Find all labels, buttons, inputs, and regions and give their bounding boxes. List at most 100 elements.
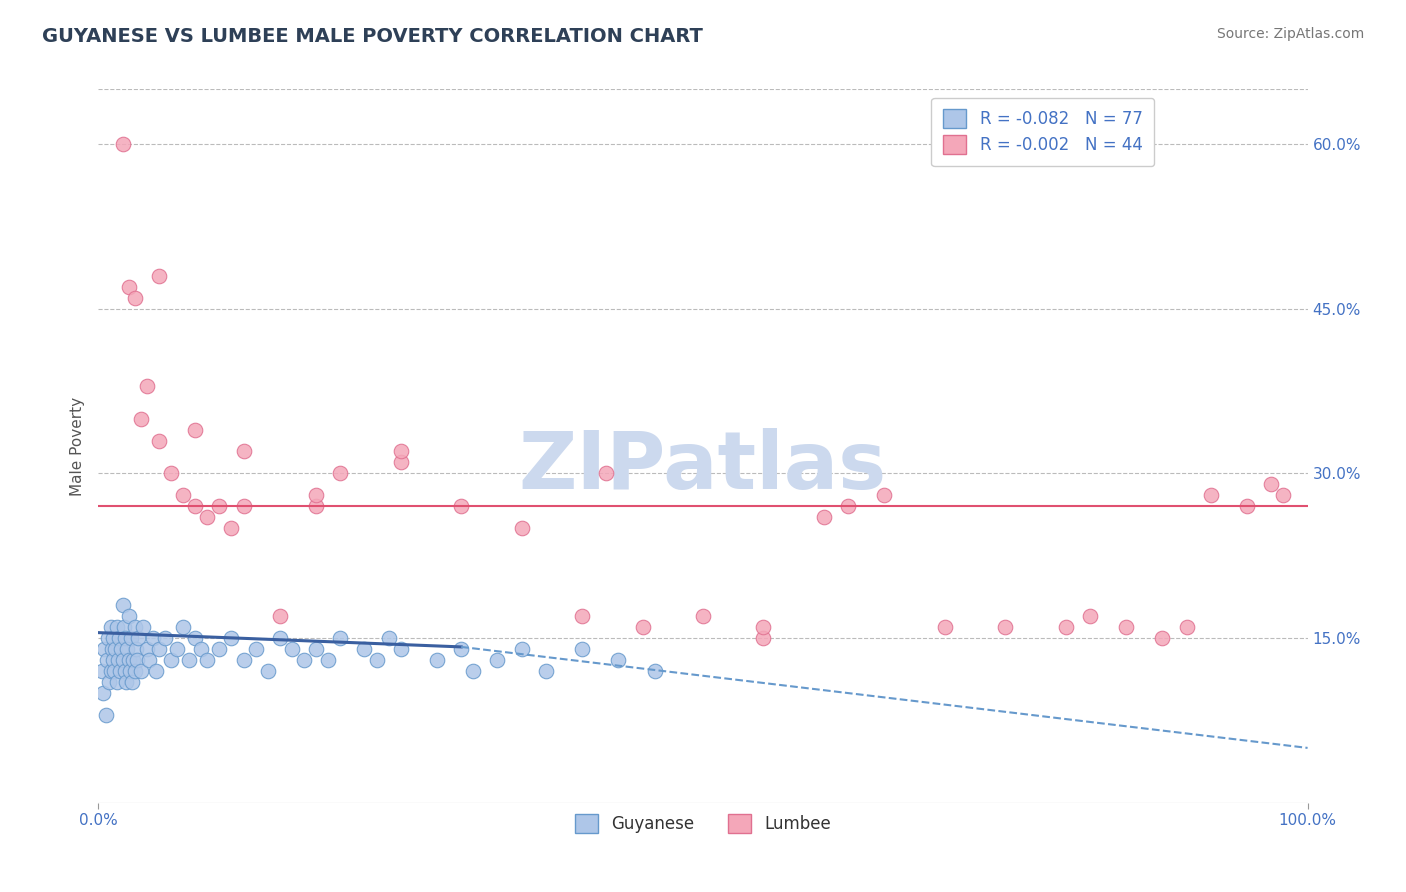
Point	[91, 686, 114, 700]
Point	[1152, 631, 1174, 645]
Point	[813, 510, 835, 524]
Point	[353, 642, 375, 657]
Point	[172, 488, 194, 502]
Point	[873, 488, 896, 502]
Point	[108, 631, 131, 645]
Point	[100, 620, 122, 634]
Point	[122, 653, 145, 667]
Point	[571, 609, 593, 624]
Point	[752, 631, 775, 645]
Point	[1175, 620, 1198, 634]
Point	[1054, 620, 1077, 634]
Point	[534, 664, 557, 678]
Point	[631, 620, 654, 634]
Point	[115, 675, 138, 690]
Point	[305, 500, 328, 514]
Point	[160, 653, 183, 667]
Point	[114, 631, 136, 645]
Point	[377, 631, 399, 645]
Point	[107, 653, 129, 667]
Point	[118, 664, 141, 678]
Point	[292, 653, 315, 667]
Point	[104, 642, 127, 657]
Point	[1199, 488, 1222, 502]
Point	[1115, 620, 1137, 634]
Point	[153, 631, 176, 645]
Legend: Guyanese, Lumbee: Guyanese, Lumbee	[562, 802, 844, 845]
Point	[195, 653, 218, 667]
Point	[1272, 488, 1295, 502]
Point	[389, 455, 412, 469]
Point	[221, 631, 243, 645]
Point	[389, 642, 412, 657]
Point	[245, 642, 267, 657]
Point	[389, 444, 412, 458]
Point	[752, 620, 775, 634]
Point	[135, 378, 157, 392]
Point	[103, 664, 125, 678]
Point	[329, 631, 352, 645]
Point	[111, 653, 134, 667]
Point	[127, 653, 149, 667]
Point	[138, 653, 160, 667]
Point	[486, 653, 509, 667]
Point	[129, 664, 152, 678]
Point	[97, 631, 120, 645]
Point	[145, 664, 167, 678]
Point	[114, 664, 136, 678]
Point	[190, 642, 212, 657]
Point	[135, 642, 157, 657]
Point	[117, 642, 139, 657]
Point	[208, 642, 231, 657]
Point	[305, 488, 328, 502]
Point	[607, 653, 630, 667]
Point	[142, 631, 165, 645]
Point	[510, 521, 533, 535]
Point	[595, 467, 617, 481]
Point	[184, 500, 207, 514]
Point	[256, 664, 278, 678]
Point	[148, 642, 170, 657]
Point	[148, 434, 170, 448]
Point	[366, 653, 388, 667]
Point	[510, 642, 533, 657]
Point	[124, 620, 146, 634]
Point	[100, 664, 122, 678]
Point	[100, 642, 122, 657]
Point	[148, 268, 170, 283]
Point	[124, 664, 146, 678]
Point	[269, 609, 291, 624]
Point	[101, 653, 124, 667]
Point	[125, 642, 148, 657]
Point	[127, 631, 149, 645]
Point	[232, 500, 254, 514]
Point	[232, 653, 254, 667]
Point	[316, 653, 339, 667]
Point	[195, 510, 218, 524]
Point	[111, 137, 134, 152]
Point	[112, 620, 135, 634]
Point	[184, 631, 207, 645]
Point	[934, 620, 956, 634]
Point	[118, 609, 141, 624]
Point	[329, 467, 352, 481]
Point	[1260, 477, 1282, 491]
Point	[994, 620, 1017, 634]
Point	[91, 664, 114, 678]
Point	[124, 291, 146, 305]
Point	[94, 708, 117, 723]
Point	[571, 642, 593, 657]
Point	[121, 675, 143, 690]
Point	[1236, 500, 1258, 514]
Point	[269, 631, 291, 645]
Point	[132, 620, 155, 634]
Point	[129, 411, 152, 425]
Point	[172, 620, 194, 634]
Point	[105, 675, 128, 690]
Point	[208, 500, 231, 514]
Point	[644, 664, 666, 678]
Text: GUYANESE VS LUMBEE MALE POVERTY CORRELATION CHART: GUYANESE VS LUMBEE MALE POVERTY CORRELAT…	[42, 27, 703, 45]
Point	[1078, 609, 1101, 624]
Point	[463, 664, 485, 678]
Text: Source: ZipAtlas.com: Source: ZipAtlas.com	[1216, 27, 1364, 41]
